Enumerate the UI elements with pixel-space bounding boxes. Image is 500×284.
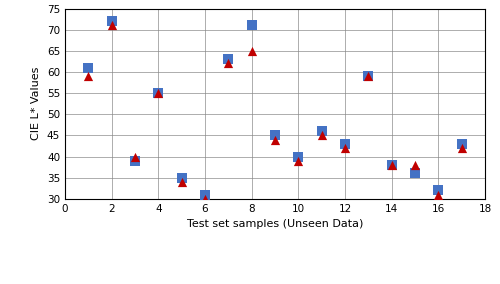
- Predicted CIE L* Values: [178, 179, 186, 184]
- Predicted CIE L* Values: [248, 49, 256, 53]
- Actual CIE L* Values: [341, 141, 349, 146]
- Actual CIE L* Values: [271, 133, 279, 138]
- Actual CIE L* Values: [318, 129, 326, 133]
- Actual CIE L* Values: [108, 19, 116, 24]
- Actual CIE L* Values: [248, 23, 256, 28]
- Predicted CIE L* Values: [84, 74, 92, 78]
- Actual CIE L* Values: [388, 163, 396, 167]
- Predicted CIE L* Values: [364, 74, 372, 78]
- Actual CIE L* Values: [411, 171, 419, 176]
- Actual CIE L* Values: [154, 91, 162, 95]
- Actual CIE L* Values: [294, 154, 302, 159]
- Actual CIE L* Values: [434, 188, 442, 193]
- Predicted CIE L* Values: [154, 91, 162, 95]
- Predicted CIE L* Values: [201, 197, 209, 201]
- Predicted CIE L* Values: [271, 137, 279, 142]
- Predicted CIE L* Values: [131, 154, 139, 159]
- Predicted CIE L* Values: [434, 192, 442, 197]
- Y-axis label: CIE L* Values: CIE L* Values: [32, 67, 42, 140]
- Predicted CIE L* Values: [388, 163, 396, 167]
- X-axis label: Test set samples (Unseen Data): Test set samples (Unseen Data): [187, 219, 363, 229]
- Actual CIE L* Values: [84, 65, 92, 70]
- Actual CIE L* Values: [178, 176, 186, 180]
- Actual CIE L* Values: [458, 141, 466, 146]
- Predicted CIE L* Values: [318, 133, 326, 138]
- Actual CIE L* Values: [131, 158, 139, 163]
- Actual CIE L* Values: [201, 192, 209, 197]
- Predicted CIE L* Values: [108, 23, 116, 28]
- Predicted CIE L* Values: [224, 61, 232, 66]
- Actual CIE L* Values: [224, 57, 232, 62]
- Predicted CIE L* Values: [458, 146, 466, 150]
- Predicted CIE L* Values: [411, 163, 419, 167]
- Predicted CIE L* Values: [341, 146, 349, 150]
- Predicted CIE L* Values: [294, 158, 302, 163]
- Actual CIE L* Values: [364, 74, 372, 78]
